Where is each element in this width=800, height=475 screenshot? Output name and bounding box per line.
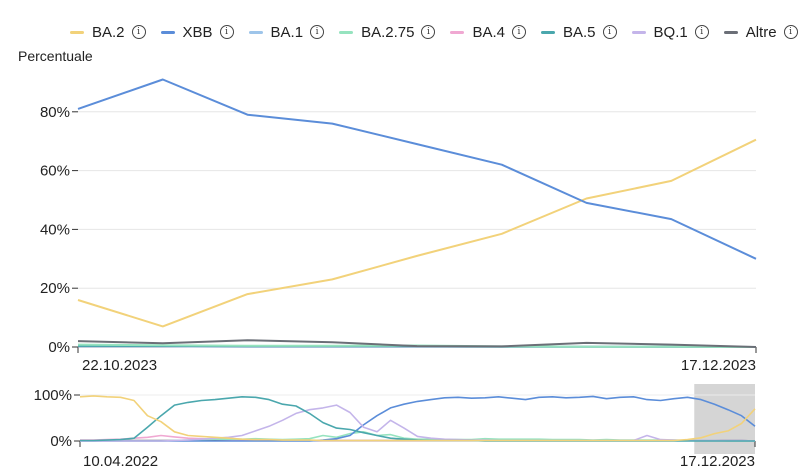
y-tick-label: 40% (40, 221, 70, 238)
info-icon[interactable]: i (602, 25, 617, 39)
main-line-chart: 0% 20% 40% 60% 80% 22.10.2023 17.12.2023 (40, 78, 757, 374)
legend-swatch (339, 30, 354, 34)
navigator-y-tick-label: 0% (50, 433, 72, 450)
info-icon[interactable]: i (310, 25, 325, 39)
legend: BA.2 i XBB i BA.1 i BA.2.75 i BA.4 i BA.5 i BQ.1 i Alt… (70, 22, 798, 42)
legend-item-xbb[interactable]: XBB i (160, 23, 234, 41)
legend-item-ba-4[interactable]: BA.4 i (450, 24, 526, 41)
info-icon[interactable]: i (783, 25, 798, 39)
legend-item-ba-2-75[interactable]: BA.2.75 i (339, 23, 436, 41)
y-axis-label: Percentuale (18, 48, 93, 64)
legend-item-ba-2[interactable]: BA.2 i (70, 24, 146, 41)
navigator-series-line-bq-1 (80, 404, 756, 442)
legend-swatch (450, 30, 465, 34)
legend-label: BA.1 (270, 23, 304, 41)
legend-swatch (248, 30, 263, 34)
x-start-label: 22.10.2023 (82, 357, 157, 374)
info-icon[interactable]: i (421, 25, 436, 39)
y-tick-label: 80% (40, 104, 70, 121)
legend-swatch (70, 30, 84, 34)
navigator-x-end-label: 17.12.2023 (680, 453, 755, 470)
legend-label: BA.2 (92, 23, 125, 41)
navigator-x-start-label: 10.04.2022 (83, 453, 158, 470)
y-tick-label: 20% (40, 280, 70, 297)
legend-label: Altre (745, 23, 777, 41)
legend-swatch (160, 30, 175, 34)
legend-label: XBB (182, 23, 213, 41)
y-tick-label: 60% (40, 163, 70, 180)
legend-label: BA.2.75 (361, 23, 415, 41)
legend-label: BQ.1 (653, 23, 688, 41)
y-tick-label: 0% (48, 339, 70, 356)
series-line-xbb[interactable] (77, 78, 757, 260)
legend-item-bq-1[interactable]: BQ.1 i (631, 23, 709, 41)
legend-swatch (631, 30, 646, 34)
legend-item-altre[interactable]: Altre i (723, 23, 798, 41)
legend-label: BA.4 (472, 23, 505, 41)
info-icon[interactable]: i (219, 25, 234, 39)
x-end-label: 17.12.2023 (681, 357, 756, 374)
legend-item-ba-1[interactable]: BA.1 i (248, 23, 325, 41)
navigator-series-line-xbb (80, 395, 756, 442)
legend-swatch (540, 30, 555, 34)
info-icon[interactable]: i (131, 25, 146, 39)
info-icon[interactable]: i (694, 25, 709, 39)
legend-item-ba-5[interactable]: BA.5 i (540, 23, 617, 41)
series-line-ba-2[interactable] (77, 138, 757, 328)
info-icon[interactable]: i (511, 25, 526, 39)
legend-swatch (723, 30, 738, 34)
series-line-altre[interactable] (77, 339, 757, 348)
navigator-y-tick-label: 100% (34, 387, 72, 404)
legend-label: BA.5 (562, 23, 596, 41)
navigator-series-line-ba-2 (79, 395, 756, 442)
